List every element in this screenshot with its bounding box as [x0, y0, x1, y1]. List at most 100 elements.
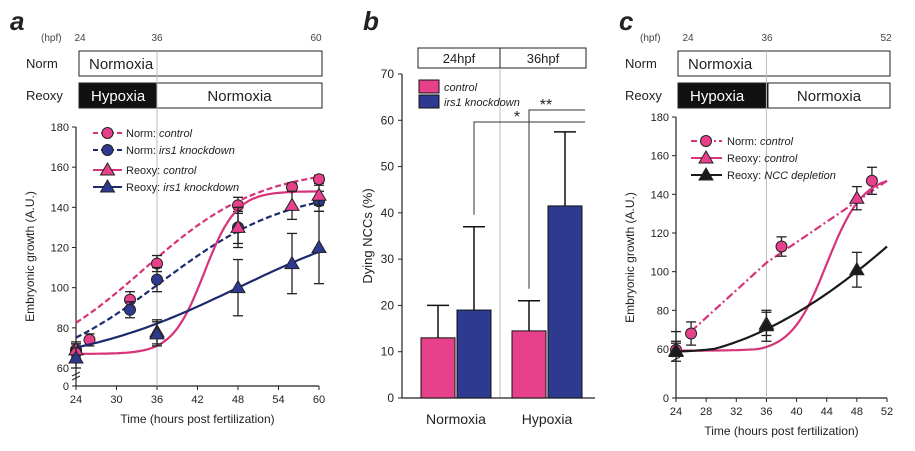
x-tick-label: 48: [851, 406, 863, 418]
legend-label: Reoxy: control: [727, 153, 798, 165]
data-point: [311, 239, 327, 253]
data-point: [775, 240, 788, 253]
timeline-segment-hypoxia: [78, 82, 158, 109]
fit-line: [676, 179, 888, 352]
legend-swatch: [418, 79, 440, 94]
bar: [420, 337, 456, 399]
data-point: [313, 173, 325, 186]
fit-line: [75, 250, 320, 349]
timeline-cell-label: 24hpf: [443, 51, 476, 66]
timeline-segment-label: Normoxia: [207, 88, 272, 105]
timeline-tick: 60: [310, 33, 322, 44]
significance-marker: *: [514, 109, 520, 126]
x-axis-title: Time (hours post fertilization): [120, 412, 274, 426]
timeline-tick: 52: [880, 33, 892, 44]
legend-swatch: [418, 94, 440, 109]
data-point: [284, 197, 300, 211]
panel-c: c (hpf) 24 36 52 Norm Normoxia Reoxy Hypoxia Norm…: [619, 6, 893, 438]
legend-swatch-marker: [101, 144, 114, 156]
legend-swatch-marker: [99, 179, 116, 193]
axis-break: [71, 371, 81, 377]
significance-bracket: [528, 109, 585, 289]
timeline-segment-normoxia: [767, 82, 891, 109]
panel-letter-c: c: [619, 6, 634, 36]
x-tick-label: 60: [313, 394, 325, 406]
timeline-segment-label: Normoxia: [89, 56, 154, 73]
legend-label: irs1 knockdown: [444, 97, 520, 109]
fit-line: [676, 245, 888, 353]
data-point: [124, 303, 136, 316]
legend-label: Norm: control: [126, 128, 193, 140]
y-tick-label: 120: [651, 228, 669, 240]
category-label: Hypoxia: [522, 411, 573, 427]
timeline-cell: [499, 47, 587, 69]
panel-letter-b: b: [363, 6, 379, 36]
timeline-segment-label: Normoxia: [797, 88, 862, 105]
y-tick-label: 80: [57, 323, 69, 335]
y-tick-label: 140: [651, 189, 669, 201]
y-axis-title: Embryonic growth (A.U.): [23, 191, 37, 322]
x-tick-label: 30: [110, 394, 122, 406]
legend-a: Norm: control Norm: irs1 knockdown Reoxy: …: [93, 127, 239, 194]
y-tick-label: 160: [51, 162, 69, 174]
bar: [456, 309, 492, 399]
series-reoxy-ncc-depletion: [668, 245, 888, 362]
timeline-tick: 36: [151, 33, 163, 44]
fit-line: [75, 201, 320, 339]
significance-bracket: [473, 121, 585, 215]
x-tick-label: 40: [790, 406, 802, 418]
legend-swatch-marker: [101, 127, 114, 139]
y-tick-label: 160: [651, 151, 669, 163]
data-point: [311, 187, 327, 201]
fit-line: [76, 190, 319, 355]
x-tick-label: 36: [760, 406, 772, 418]
data-point: [151, 273, 163, 286]
data-point: [149, 325, 165, 340]
data-point: [284, 255, 300, 270]
x-tick-label: 48: [232, 394, 244, 406]
x-axis-title: Time (hours post fertilization): [704, 424, 858, 438]
y-tick-label: 100: [51, 283, 69, 295]
y-tick-label: 80: [657, 305, 669, 317]
y-tick-label: 50: [381, 160, 395, 174]
y-tick-label: 10: [381, 345, 395, 359]
y-tick-label: 40: [381, 206, 395, 220]
timeline-tick: 36: [761, 33, 773, 44]
timeline-segment-label: Hypoxia: [690, 88, 745, 105]
legend-label: control: [444, 82, 478, 94]
timeline-segment-hypoxia: [677, 82, 769, 109]
timeline-row-label: Norm: [625, 56, 657, 71]
x-tick-label: 54: [272, 394, 284, 406]
y-tick-label: 0: [387, 391, 394, 405]
hpf-label: (hpf): [41, 33, 62, 44]
panel-letter-a: a: [10, 6, 24, 36]
x-tick-label: 28: [700, 406, 712, 418]
data-point: [68, 349, 84, 364]
bar: [547, 205, 583, 399]
data-point: [230, 219, 246, 233]
data-point: [865, 174, 878, 187]
y-tick-label: 120: [51, 243, 69, 255]
data-point: [668, 343, 684, 357]
y-tick-label: 0: [63, 381, 69, 393]
timeline-segment-normoxia: [156, 82, 323, 109]
timeline-segment-label: Hypoxia: [91, 88, 146, 105]
y-tick-label: 60: [657, 344, 669, 356]
timeline-row-label: Reoxy: [625, 88, 662, 103]
y-tick-label: 140: [51, 202, 69, 214]
y-tick-label: 60: [57, 363, 69, 375]
series-norm-irs1: [70, 190, 325, 361]
data-point: [230, 279, 246, 294]
series-reoxy-irs1: [68, 210, 327, 369]
timeline-segment-label: Normoxia: [688, 56, 753, 73]
category-label: Normoxia: [426, 411, 486, 427]
x-tick-label: 42: [191, 394, 203, 406]
legend-swatch-marker: [698, 150, 714, 164]
axis-break: [71, 375, 81, 381]
x-tick-label: 24: [670, 406, 682, 418]
y-tick-label: 20: [381, 298, 395, 312]
y-tick-label: 0: [663, 393, 669, 405]
timeline-row-label: Reoxy: [26, 88, 63, 103]
legend-label: Norm: irs1 knockdown: [126, 145, 235, 157]
